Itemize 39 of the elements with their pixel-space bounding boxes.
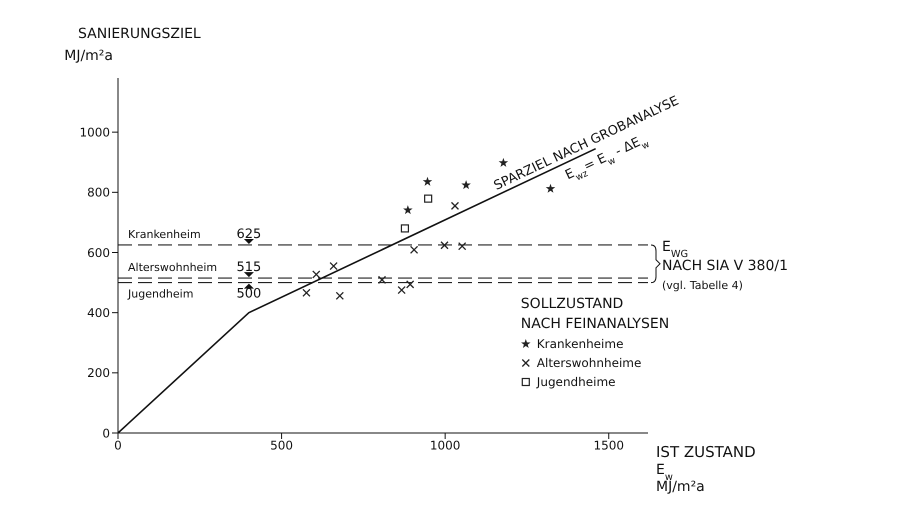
point	[312, 270, 320, 279]
annotation: 515	[236, 260, 262, 276]
x-tick-label: 0	[114, 438, 122, 453]
y-tick-label: 600	[87, 246, 110, 260]
ref-line-label: Alterswohnheim	[128, 261, 218, 274]
legend-label: Krankenheime	[536, 337, 624, 351]
legend-title: SOLLZUSTAND NACH FEINANALYSEN	[520, 296, 670, 332]
point	[440, 241, 449, 250]
x-tick-label: 500	[270, 438, 294, 453]
ref-line-label: Jugendheim	[127, 288, 194, 301]
point	[400, 224, 410, 233]
point	[422, 176, 432, 186]
ref-line-label: Krankenheim	[128, 228, 201, 241]
point	[329, 262, 338, 270]
x-tick-label: 1000	[430, 438, 460, 453]
point	[424, 194, 432, 203]
text: E$_{WG}$	[662, 238, 688, 260]
y-tick-label: 1000	[79, 125, 110, 140]
text: NACH SIA V 380/1	[662, 258, 788, 274]
point	[336, 292, 344, 300]
legend-label: Jugendheime	[536, 375, 616, 389]
point	[403, 205, 413, 214]
y-tick-label: 0	[102, 426, 110, 440]
y-tick-label: 800	[87, 186, 110, 200]
y-tick-label: 200	[87, 366, 110, 380]
legend-label: Alterswohnheime	[536, 356, 642, 370]
text: (vgl. Tabelle 4)	[662, 278, 743, 292]
point	[398, 286, 406, 294]
y-axis-title: SANIERUNGSZIEL MJ/m²a	[64, 26, 201, 64]
x-tick-label: 1500	[593, 438, 624, 453]
x-axis-title: IST ZUSTAND E$_{w}$ MJ/m²a	[656, 443, 756, 495]
y-tick-label: 400	[87, 306, 110, 320]
annotation: 625	[236, 226, 262, 242]
point	[461, 180, 471, 190]
point	[406, 280, 414, 289]
point	[410, 246, 418, 254]
annotation: 500	[236, 286, 262, 302]
point	[302, 288, 311, 297]
point	[450, 202, 460, 210]
